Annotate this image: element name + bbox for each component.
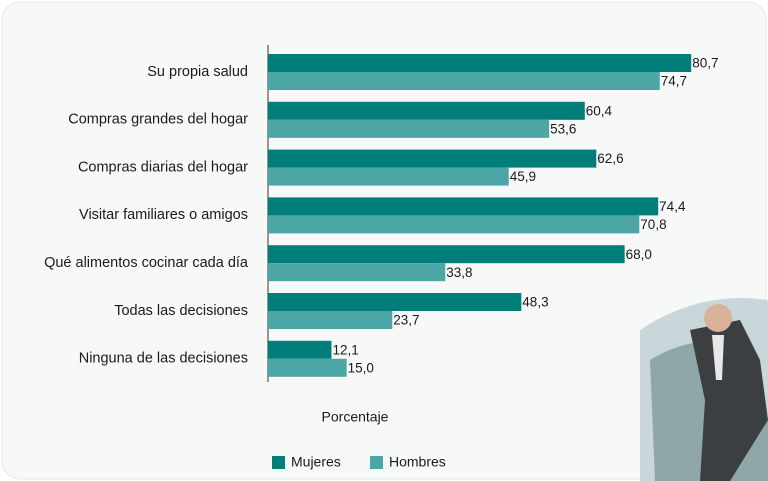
value-label: 48,3: [522, 295, 548, 310]
bar: [268, 150, 596, 168]
bar: [268, 293, 521, 311]
legend-swatch: [272, 456, 285, 469]
value-label: 15,0: [348, 360, 374, 375]
value-label: 74,7: [661, 74, 687, 89]
category-label: Su propia salud: [147, 64, 248, 80]
legend-label: Mujeres: [291, 454, 341, 470]
category-label: Compras diarias del hogar: [78, 159, 248, 175]
bar: [268, 341, 331, 359]
bar: [268, 102, 585, 120]
category-label: Todas las decisiones: [114, 303, 248, 319]
page: Porcentaje Su propia salud 80,7 74,7 Compra…: [0, 0, 768, 481]
value-label: 68,0: [626, 247, 652, 262]
bar: [268, 245, 625, 263]
value-label: 33,8: [446, 265, 472, 280]
value-label: 62,6: [597, 151, 623, 166]
bar: [268, 168, 509, 186]
category-label: Compras grandes del hogar: [68, 112, 248, 128]
x-axis-label: Porcentaje: [322, 409, 389, 425]
value-label: 80,7: [692, 56, 718, 71]
bar: [268, 54, 691, 72]
category-label: Qué alimentos cocinar cada día: [44, 255, 249, 271]
value-label: 45,9: [510, 169, 536, 184]
bar: [268, 197, 658, 215]
value-label: 74,4: [659, 199, 686, 214]
value-label: 12,1: [332, 342, 358, 357]
value-label: 70,8: [640, 217, 666, 232]
bar: [268, 215, 639, 233]
chart: Porcentaje Su propia salud 80,7 74,7 Compra…: [0, 0, 768, 481]
value-label: 53,6: [550, 121, 576, 136]
legend-label: Hombres: [389, 454, 446, 470]
bar: [268, 311, 392, 329]
bar: [268, 359, 347, 377]
legend-swatch: [370, 456, 383, 469]
value-label: 60,4: [586, 103, 613, 118]
bar: [268, 72, 660, 90]
bar: [268, 120, 549, 138]
photo: [640, 298, 768, 481]
value-label: 23,7: [393, 313, 419, 328]
bar: [268, 263, 445, 281]
category-label: Ninguna de las decisiones: [79, 351, 248, 367]
category-label: Visitar familiares o amigos: [79, 207, 248, 223]
